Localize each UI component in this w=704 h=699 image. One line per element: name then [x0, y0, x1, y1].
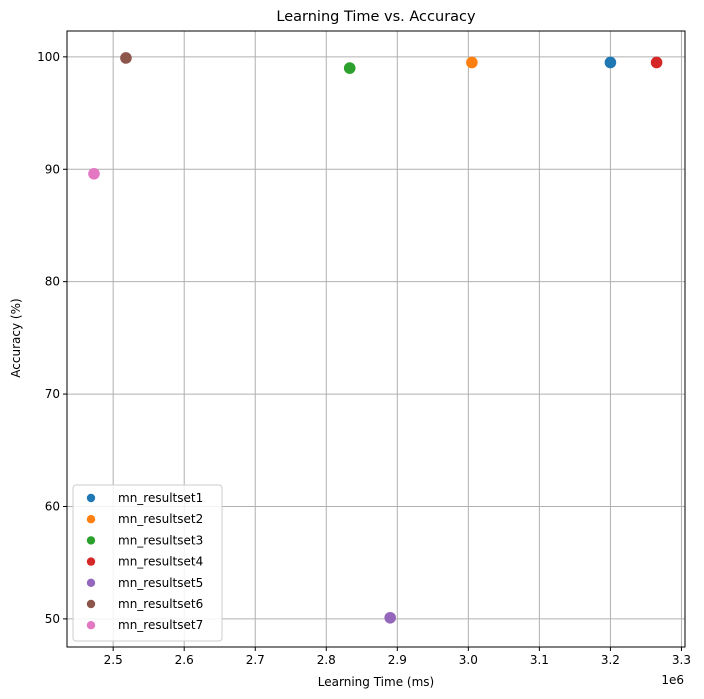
legend-marker: [86, 493, 96, 503]
legend-label: mn_resultset7: [118, 618, 203, 632]
gridlines: [67, 31, 685, 647]
y-tick-label: 100: [37, 50, 60, 64]
x-tick-label: 2.9: [388, 653, 407, 667]
legend-label: mn_resultset6: [118, 597, 203, 611]
legend-marker: [86, 578, 96, 587]
legend-entries: mn_resultset1 mn_resultset2 mn_resultset3m…: [86, 491, 203, 632]
y-axis-label: Accuracy (%): [9, 298, 23, 377]
data-point: [120, 52, 132, 64]
y-tick-label: 60: [45, 499, 60, 513]
y-tick-label: 90: [45, 162, 60, 176]
legend-label: mn_resultset4: [118, 555, 203, 569]
data-point: [343, 62, 356, 74]
y-tick-label: 80: [45, 275, 60, 289]
legend-label: mn_resultset3: [118, 533, 203, 547]
legend-box: [72, 484, 223, 642]
legend-marker: [86, 599, 96, 609]
data-point: [650, 56, 663, 69]
legend-label: mn_resultset1: [118, 491, 203, 505]
legend-label: mn_resultset2: [118, 512, 203, 526]
x-tick-label: 2.7: [246, 653, 265, 667]
x-tick-label: 3.0: [459, 653, 478, 667]
data-point: [88, 167, 100, 180]
plot-frame: [66, 30, 686, 648]
x-tick-label: 2.8: [317, 653, 336, 667]
x-tick-label: 3.1: [530, 653, 549, 667]
legend-label: mn_resultset5: [118, 576, 203, 590]
data-points: [88, 52, 663, 624]
x-axis-label: Learning Time (ms): [318, 675, 434, 689]
data-point: [384, 611, 397, 624]
chart-title: Learning Time vs. Accuracy: [276, 9, 476, 25]
x-axis-offset-label: 1e6: [661, 673, 684, 687]
legend-marker: [86, 536, 96, 545]
legend-marker: [86, 557, 96, 566]
x-tick-label: 3.3: [672, 653, 691, 667]
legend: mn_resultset1 mn_resultset2 mn_resultset3m…: [72, 484, 223, 642]
x-tick-label: 2.6: [175, 653, 194, 667]
y-tick-label: 70: [45, 387, 60, 401]
x-tick-label: 3.2: [601, 653, 620, 667]
legend-marker: [86, 515, 96, 524]
x-tick-label: 2.5: [104, 653, 123, 667]
data-point: [466, 56, 478, 69]
axis-ticks: 2.5 2.6 2.7 2.8 2.9 3.0 3.1 3.2 3.3 50 60 70 80 90 100: [37, 50, 691, 667]
data-point: [604, 56, 617, 69]
legend-marker: [86, 621, 96, 630]
y-tick-label: 50: [45, 612, 60, 626]
